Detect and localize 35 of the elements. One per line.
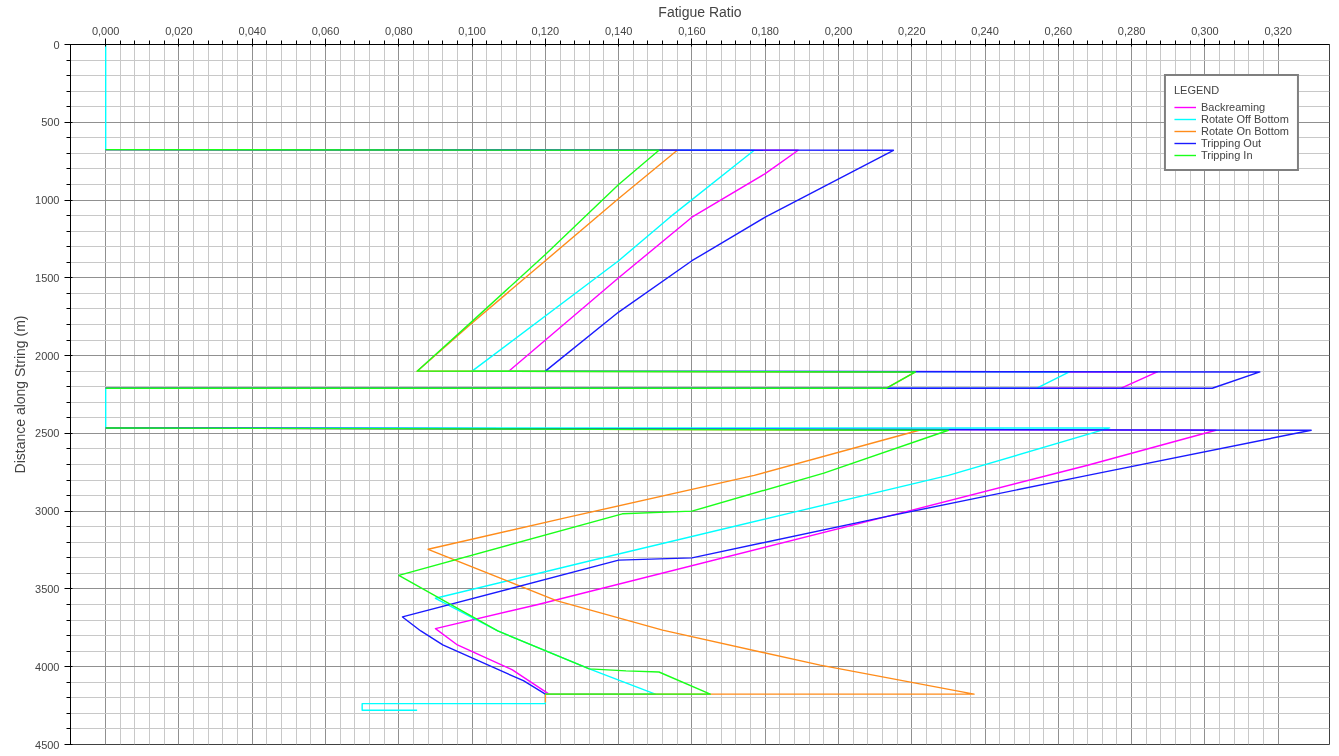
- y-tick-label: 3500: [35, 582, 60, 595]
- x-tick-label: 0,000: [91, 24, 120, 37]
- y-tick-label: 2500: [35, 427, 60, 440]
- y-axis-title: Distance along String (m): [12, 315, 29, 474]
- y-tick-label: 1500: [35, 271, 60, 284]
- x-tick-label: 0,060: [311, 24, 340, 37]
- y-tick-label: 500: [41, 116, 60, 129]
- x-tick-label: 0,240: [971, 24, 999, 37]
- legend-label: Rotate Off Bottom: [1200, 113, 1289, 125]
- legend-label: Rotate On Bottom: [1200, 125, 1289, 137]
- x-tick-label: 0,100: [458, 24, 486, 37]
- x-tick-label: 0,200: [824, 24, 853, 37]
- x-tick-label: 0,120: [531, 24, 560, 37]
- y-tick-label: 4000: [35, 660, 60, 673]
- x-tick-label: 0,300: [1191, 24, 1219, 37]
- x-tick-label: 0,180: [751, 24, 779, 37]
- y-tick-label: 1000: [35, 194, 60, 207]
- x-tick-label: 0,080: [385, 24, 413, 37]
- x-tick-label: 0,140: [604, 24, 633, 37]
- x-tick-label: 0,020: [165, 24, 193, 37]
- x-tick-label: 0,260: [1044, 24, 1073, 37]
- y-tick-label: 3000: [35, 505, 60, 518]
- x-tick-label: 0,320: [1264, 24, 1292, 37]
- x-tick-label: 0,040: [238, 24, 267, 37]
- legend-title: LEGEND: [1173, 84, 1221, 96]
- y-tick-label: 4500: [35, 738, 60, 751]
- y-tick-label: 2000: [35, 349, 60, 362]
- x-tick-label: 0,220: [898, 24, 926, 37]
- x-axis-title: Fatigue Ratio: [658, 3, 742, 20]
- legend-label: Tripping In: [1200, 149, 1253, 161]
- x-tick-label: 0,160: [678, 24, 706, 37]
- legend-label: Backreaming: [1200, 101, 1266, 113]
- legend-label: Tripping Out: [1200, 137, 1262, 149]
- x-tick-label: 0,280: [1117, 24, 1146, 37]
- y-tick-label: 0: [53, 38, 60, 51]
